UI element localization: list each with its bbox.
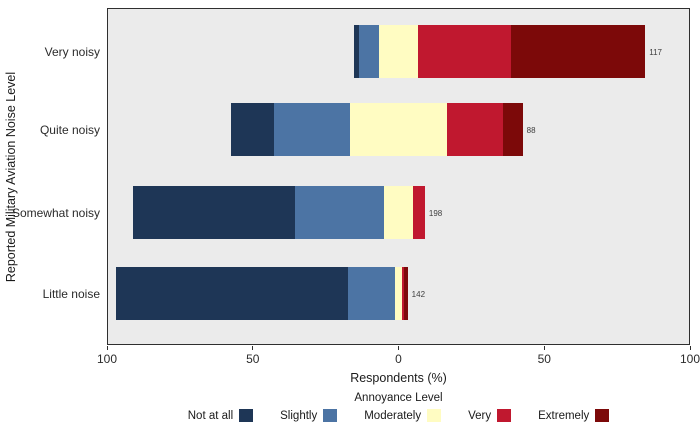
bar-segment-not-at-all	[353, 25, 359, 78]
bar-segment-very	[446, 103, 503, 156]
x-tick-label: 100	[96, 352, 118, 366]
legend-item-not-at-all: Not at all	[187, 409, 254, 422]
category-label: Somewhat noisy	[11, 205, 100, 220]
bar-segment-slightly	[348, 267, 396, 320]
legend-item-moderately: Moderately	[364, 409, 442, 422]
bar-segment-very	[401, 267, 404, 320]
legend-swatch	[427, 409, 442, 422]
bar-segment-moderately	[395, 267, 402, 320]
bar-segment-very	[413, 186, 425, 239]
x-tick-mark	[398, 346, 399, 350]
x-tick-mark	[543, 346, 545, 350]
x-tick-label: 50	[246, 352, 260, 366]
legend-label: Very	[468, 409, 492, 422]
legend-item-very: Very	[468, 409, 512, 422]
bar-segment-moderately	[350, 103, 447, 156]
legend-title: Annoyance Level	[354, 392, 443, 404]
legend-label: Slightly	[280, 409, 318, 422]
x-tick-label: 50	[537, 352, 551, 366]
legend-swatch	[497, 409, 512, 422]
legend-swatch	[323, 409, 338, 422]
bar-segment-not-at-all	[231, 103, 275, 156]
row-count-label: 142	[411, 289, 426, 299]
row-count-label: 198	[428, 208, 443, 218]
bar-segment-slightly	[295, 186, 384, 239]
legend-label: Moderately	[364, 409, 422, 422]
legend-swatch	[595, 409, 610, 422]
legend-item-slightly: Slightly	[280, 409, 338, 422]
row-count-label: 117	[649, 47, 663, 57]
legend-label: Extremely	[538, 409, 590, 422]
bar-segment-extremely	[403, 267, 408, 320]
legend-item-extremely: Extremely	[538, 409, 610, 422]
category-label: Little noise	[42, 286, 100, 301]
row-count-label: 88	[526, 125, 536, 135]
legend: Not at all Slightly Moderately Very Extremel…	[107, 409, 690, 422]
legend-label: Not at all	[187, 409, 234, 422]
x-tick-label: 0	[395, 352, 402, 366]
bar-segment-moderately	[383, 186, 414, 239]
x-tick-mark	[106, 346, 108, 350]
bar-segment-extremely	[502, 103, 523, 156]
bar-segment-very	[418, 25, 511, 78]
bar-segment-slightly	[274, 103, 351, 156]
x-axis-title: Respondents (%)	[350, 371, 447, 385]
bar-segment-extremely	[510, 25, 646, 78]
x-tick-mark	[689, 346, 691, 350]
bar-segment-not-at-all	[133, 186, 296, 239]
x-tick-label: 100	[679, 352, 700, 366]
x-tick-mark	[252, 346, 254, 350]
bar-segment-slightly	[358, 25, 379, 78]
category-label: Quite noisy	[39, 122, 100, 137]
bar-segment-moderately	[378, 25, 419, 78]
legend-swatch	[239, 409, 254, 422]
category-label: Very noisy	[44, 44, 100, 59]
bar-segment-not-at-all	[116, 267, 349, 320]
